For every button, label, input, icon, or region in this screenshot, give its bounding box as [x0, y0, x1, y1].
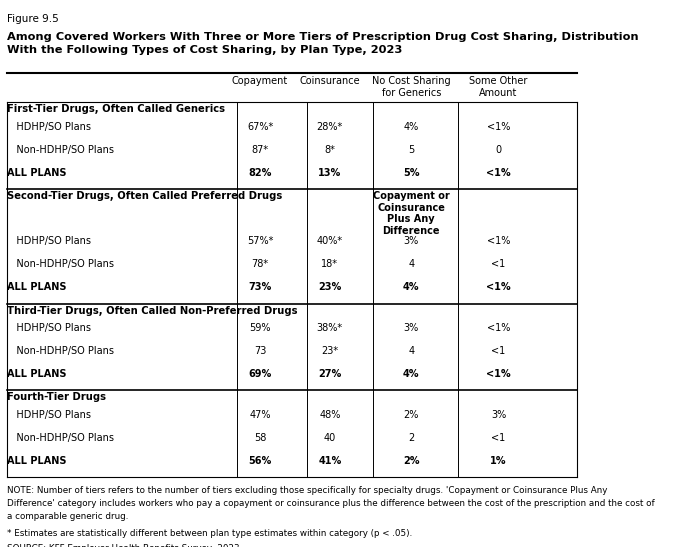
Text: 28%*: 28%* [316, 121, 343, 132]
Text: <1%: <1% [487, 121, 510, 132]
Text: 78*: 78* [252, 259, 268, 269]
Text: <1: <1 [491, 433, 505, 443]
Text: 38%*: 38%* [317, 323, 343, 333]
Text: <1%: <1% [486, 168, 511, 178]
Text: 40%*: 40%* [317, 236, 343, 246]
Text: <1: <1 [491, 346, 505, 356]
Text: 0: 0 [496, 144, 502, 155]
Text: 5%: 5% [403, 168, 420, 178]
Text: 2%: 2% [404, 410, 419, 420]
Text: 58: 58 [254, 433, 266, 443]
Text: Non-HDHP/SO Plans: Non-HDHP/SO Plans [7, 144, 114, 155]
Text: 48%: 48% [319, 410, 341, 420]
Text: 2%: 2% [403, 456, 420, 465]
Text: NOTE: Number of tiers refers to the number of tiers excluding those specifically: NOTE: Number of tiers refers to the numb… [7, 486, 608, 495]
Text: 3%: 3% [404, 236, 419, 246]
Text: 1%: 1% [490, 456, 507, 465]
Text: 3%: 3% [404, 323, 419, 333]
Text: Coinsurance: Coinsurance [300, 76, 360, 86]
Text: 57%*: 57%* [247, 236, 273, 246]
Text: SOURCE: KFF Employer Health Benefits Survey, 2023: SOURCE: KFF Employer Health Benefits Sur… [7, 544, 240, 547]
Text: 27%: 27% [319, 369, 342, 379]
Text: <1%: <1% [486, 369, 511, 379]
Text: <1%: <1% [487, 323, 510, 333]
Text: a comparable generic drug.: a comparable generic drug. [7, 511, 128, 521]
Text: 4%: 4% [403, 369, 420, 379]
Text: 87*: 87* [252, 144, 268, 155]
Text: <1: <1 [491, 259, 505, 269]
Text: <1%: <1% [486, 282, 511, 292]
Text: 73: 73 [254, 346, 266, 356]
Text: 3%: 3% [491, 410, 506, 420]
Text: Second-Tier Drugs, Often Called Preferred Drugs: Second-Tier Drugs, Often Called Preferre… [7, 191, 282, 201]
Text: Copayment or
Coinsurance
Plus Any
Difference: Copayment or Coinsurance Plus Any Differ… [373, 191, 450, 236]
Text: 23*: 23* [321, 346, 339, 356]
Text: Copayment: Copayment [232, 76, 289, 86]
Text: ALL PLANS: ALL PLANS [7, 369, 67, 379]
Text: Non-HDHP/SO Plans: Non-HDHP/SO Plans [7, 346, 114, 356]
Text: 41%: 41% [319, 456, 342, 465]
Text: Non-HDHP/SO Plans: Non-HDHP/SO Plans [7, 433, 114, 443]
Text: Among Covered Workers With Three or More Tiers of Prescription Drug Cost Sharing: Among Covered Workers With Three or More… [7, 32, 639, 55]
Text: HDHP/SO Plans: HDHP/SO Plans [7, 323, 91, 333]
Text: 23%: 23% [319, 282, 342, 292]
Text: ALL PLANS: ALL PLANS [7, 456, 67, 465]
Text: HDHP/SO Plans: HDHP/SO Plans [7, 410, 91, 420]
Text: 67%*: 67%* [247, 121, 273, 132]
Text: 47%: 47% [250, 410, 271, 420]
Text: 82%: 82% [248, 168, 272, 178]
Text: Non-HDHP/SO Plans: Non-HDHP/SO Plans [7, 259, 114, 269]
Text: 69%: 69% [248, 369, 272, 379]
Text: 59%: 59% [250, 323, 271, 333]
Text: Fourth-Tier Drugs: Fourth-Tier Drugs [7, 392, 106, 403]
Text: 4%: 4% [404, 121, 419, 132]
Text: <1%: <1% [487, 236, 510, 246]
Text: No Cost Sharing
for Generics: No Cost Sharing for Generics [372, 76, 450, 98]
Text: 8*: 8* [324, 144, 335, 155]
Text: 13%: 13% [319, 168, 342, 178]
Text: 4: 4 [408, 346, 414, 356]
Text: Some Other
Amount: Some Other Amount [469, 76, 528, 98]
Text: 18*: 18* [321, 259, 338, 269]
Text: ALL PLANS: ALL PLANS [7, 282, 67, 292]
Text: HDHP/SO Plans: HDHP/SO Plans [7, 121, 91, 132]
Text: 2: 2 [408, 433, 415, 443]
Text: 5: 5 [408, 144, 415, 155]
Text: 73%: 73% [248, 282, 272, 292]
Text: Third-Tier Drugs, Often Called Non-Preferred Drugs: Third-Tier Drugs, Often Called Non-Prefe… [7, 306, 298, 316]
Text: 4: 4 [408, 259, 414, 269]
Text: Difference' category includes workers who pay a copayment or coinsurance plus th: Difference' category includes workers wh… [7, 499, 654, 508]
Text: 4%: 4% [403, 282, 420, 292]
Text: ALL PLANS: ALL PLANS [7, 168, 67, 178]
Text: HDHP/SO Plans: HDHP/SO Plans [7, 236, 91, 246]
Text: First-Tier Drugs, Often Called Generics: First-Tier Drugs, Often Called Generics [7, 104, 225, 114]
Text: Figure 9.5: Figure 9.5 [7, 14, 59, 24]
Text: 40: 40 [323, 433, 336, 443]
Text: 56%: 56% [248, 456, 272, 465]
Text: * Estimates are statistically different between plan type estimates within categ: * Estimates are statistically different … [7, 529, 413, 538]
